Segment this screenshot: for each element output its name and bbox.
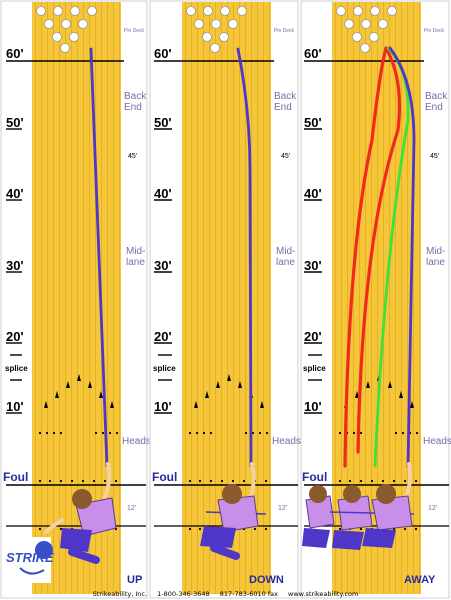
label-12: 12' bbox=[428, 505, 437, 512]
target-arrows bbox=[44, 374, 114, 408]
label-60: 60' bbox=[304, 46, 322, 61]
label-foul: Foul bbox=[302, 470, 327, 484]
pin-deck-pins bbox=[336, 6, 397, 53]
label-40: 40' bbox=[6, 186, 24, 201]
label-60: 60' bbox=[6, 46, 24, 61]
pin-deck-pins bbox=[36, 6, 97, 53]
label-end: End bbox=[124, 102, 142, 113]
label-12: 12' bbox=[278, 505, 287, 512]
footer-site[interactable]: www.strikeability.com bbox=[288, 590, 359, 598]
label-10: 10' bbox=[304, 399, 322, 414]
label-heads: Heads bbox=[423, 436, 451, 447]
footer: Strikeability, Inc. 1-800-346-3648 817-7… bbox=[0, 588, 451, 600]
label-30: 30' bbox=[304, 258, 322, 273]
label-40: 40' bbox=[304, 186, 322, 201]
label-60: 60' bbox=[154, 46, 172, 61]
panel-up: STRIKE 60' 50' 40' 30' 20' splice 10' Fo… bbox=[0, 0, 151, 599]
distance-ticks bbox=[154, 128, 172, 414]
panel-caption: UP bbox=[127, 574, 142, 586]
label-20: 20' bbox=[154, 329, 172, 344]
label-40: 40' bbox=[154, 186, 172, 201]
label-lane: lane bbox=[276, 257, 295, 268]
label-10: 10' bbox=[154, 399, 172, 414]
label-20: 20' bbox=[304, 329, 322, 344]
label-back: Back bbox=[274, 91, 297, 102]
footer-company: Strikeability, Inc. bbox=[92, 590, 148, 598]
label-50: 50' bbox=[154, 115, 172, 130]
footer-phone: 1-800-346-3648 bbox=[157, 590, 210, 598]
bowler-figure bbox=[329, 462, 415, 548]
ball-path-red-inner bbox=[356, 46, 402, 454]
ball-path-down bbox=[236, 47, 253, 468]
bowler-figure bbox=[332, 485, 373, 550]
label-lane: lane bbox=[426, 257, 445, 268]
panel-frame bbox=[0, 0, 148, 599]
label-30: 30' bbox=[154, 258, 172, 273]
label-30: 30' bbox=[6, 258, 24, 273]
label-heads: Heads bbox=[122, 436, 151, 447]
label-end: End bbox=[425, 102, 443, 113]
panel-frame bbox=[149, 0, 299, 599]
label-mid: Mid- bbox=[276, 246, 295, 257]
label-45: 45' bbox=[128, 153, 137, 160]
label-heads: Heads bbox=[272, 436, 301, 447]
ball-path-red-outer bbox=[343, 46, 388, 468]
label-mid: Mid- bbox=[126, 246, 145, 257]
distance-ticks bbox=[304, 128, 322, 414]
label-45: 45' bbox=[430, 153, 439, 160]
label-splice: splice bbox=[5, 364, 28, 373]
label-mid: Mid- bbox=[426, 246, 445, 257]
label-back: Back bbox=[124, 91, 147, 102]
label-end: End bbox=[274, 102, 292, 113]
panel-away: 60' 50' 40' 30' 20' splice 10' Foul Pin … bbox=[300, 0, 451, 599]
ball-path-up bbox=[89, 47, 109, 468]
bowler-figure bbox=[200, 462, 267, 560]
panel-down: 60' 50' 40' 30' 20' splice 10' Foul Pin … bbox=[149, 0, 301, 599]
label-50: 50' bbox=[6, 115, 24, 130]
label-foul: Foul bbox=[152, 470, 177, 484]
distance-ticks bbox=[6, 128, 22, 414]
label-pin-deck: Pin Deck bbox=[274, 28, 295, 34]
label-splice: splice bbox=[303, 364, 326, 373]
label-50: 50' bbox=[304, 115, 322, 130]
label-pin-deck: Pin Deck bbox=[424, 28, 445, 34]
label-back: Back bbox=[425, 91, 448, 102]
label-foul: Foul bbox=[3, 470, 28, 484]
panel-caption: AWAY bbox=[404, 574, 436, 586]
target-arrows bbox=[194, 374, 264, 408]
label-12: 12' bbox=[127, 505, 136, 512]
logo-text: STRIKE bbox=[6, 550, 54, 565]
ball-path-away bbox=[388, 46, 416, 468]
bowler-figure bbox=[302, 485, 335, 548]
label-20: 20' bbox=[6, 329, 24, 344]
pin-deck-pins bbox=[186, 6, 247, 53]
label-45: 45' bbox=[281, 153, 290, 160]
label-lane: lane bbox=[126, 257, 145, 268]
strike-logo: STRIKE bbox=[5, 537, 54, 583]
label-splice: splice bbox=[153, 364, 176, 373]
footer-fax: 817-783-6010 fax bbox=[219, 590, 278, 598]
panel-caption: DOWN bbox=[249, 574, 284, 586]
bowler-figure bbox=[44, 462, 117, 564]
label-10: 10' bbox=[6, 399, 24, 414]
label-pin-deck: Pin Deck bbox=[124, 28, 145, 34]
panel-frame bbox=[300, 0, 450, 599]
